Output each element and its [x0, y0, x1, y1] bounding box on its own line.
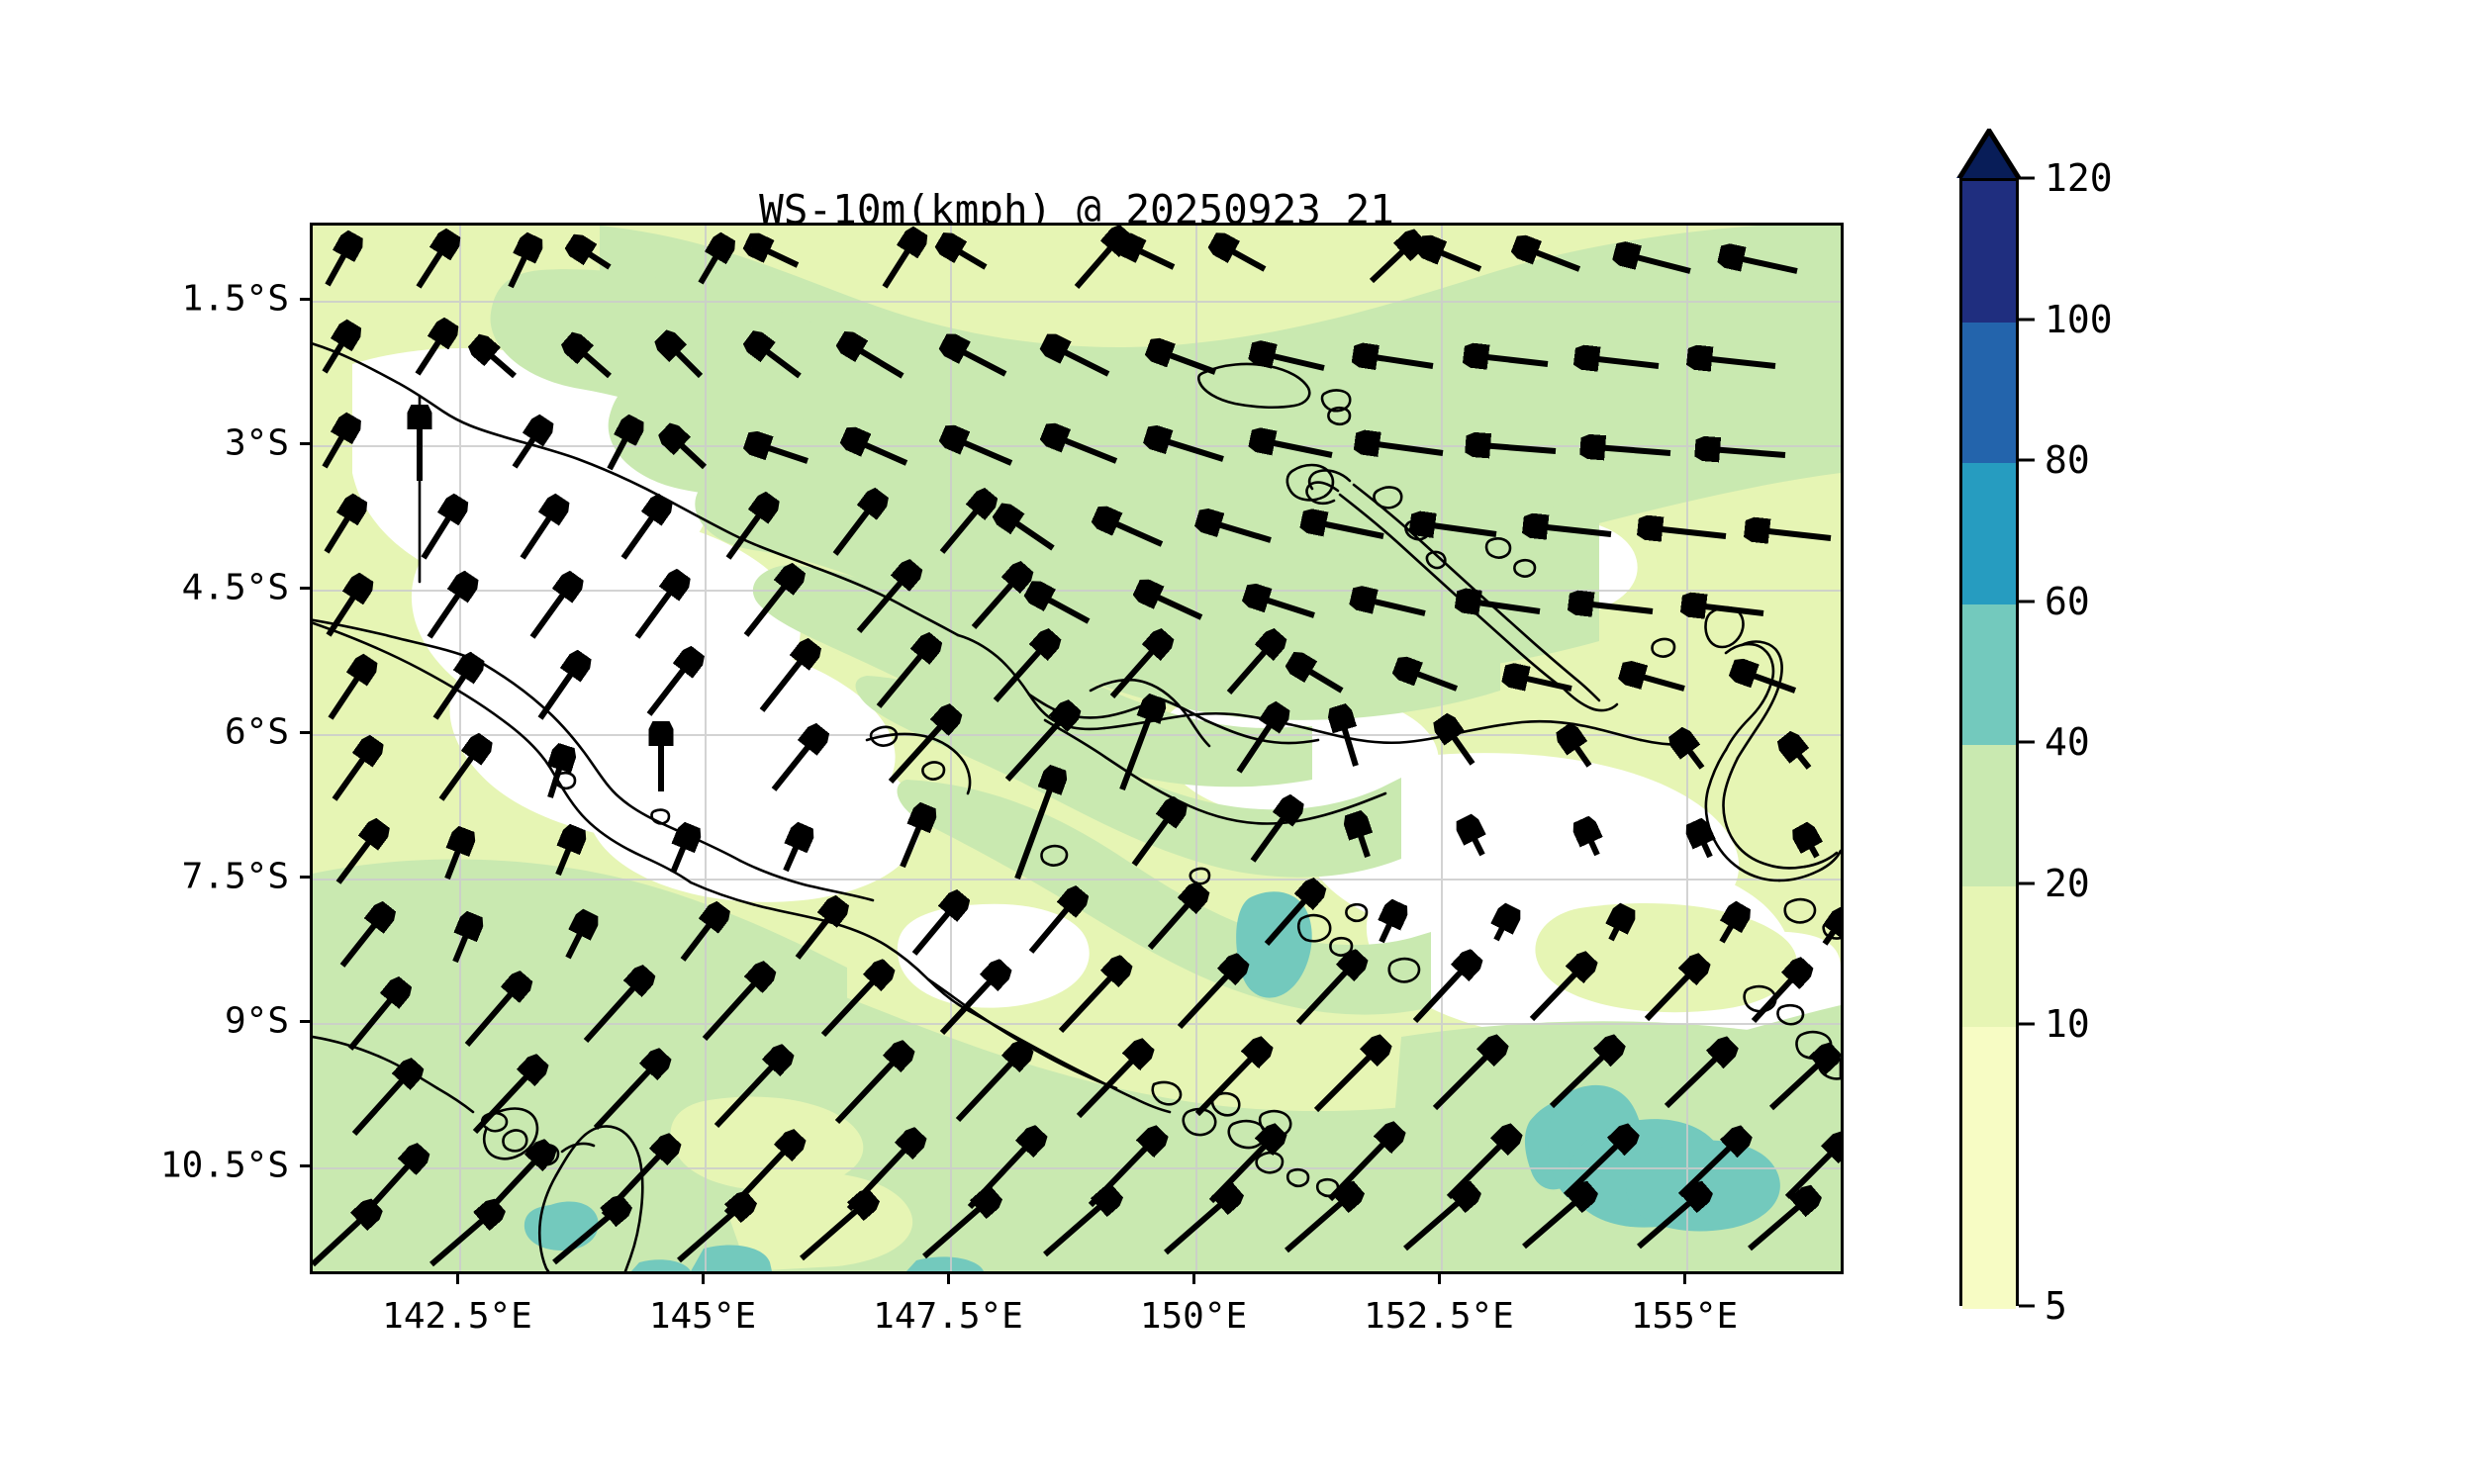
colorbar-extend-arrow	[1956, 131, 2022, 178]
ytick-label-6s: 6°S	[224, 711, 289, 753]
ytick-label-4-5s: 4.5°S	[181, 567, 289, 608]
xtick-mark	[1438, 1274, 1441, 1284]
map-plot-area	[313, 226, 1841, 1271]
xtick-mark	[456, 1274, 459, 1284]
colorbar-band-60-80	[1962, 463, 2016, 604]
colorbar-tick	[2019, 600, 2035, 603]
colorbar-tick	[2019, 1022, 2035, 1026]
colorbar-label-120: 120	[2045, 156, 2113, 200]
xtick-mark	[947, 1274, 950, 1284]
ytick-mark	[300, 731, 310, 734]
colorbar-tick	[2019, 740, 2035, 744]
colorbar-band-20-40	[1962, 745, 2016, 886]
colorbar[interactable]: 120 100 80 60 40 20 10 5	[1956, 129, 2113, 1328]
colorbar-band-40-60	[1962, 603, 2016, 745]
wind-speed-map	[313, 226, 1841, 1271]
colorbar-tick	[2019, 881, 2035, 884]
colorbar-tick	[2019, 458, 2035, 462]
colorbar-label-5: 5	[2045, 1284, 2067, 1328]
colorbar-label-20: 20	[2045, 861, 2090, 905]
wind-speed-shading	[313, 226, 1841, 1271]
ytick-mark	[300, 1020, 310, 1023]
colorbar-gradient	[1959, 178, 2019, 1309]
xtick-mark	[702, 1274, 705, 1284]
xtick-label-150: 150°E	[1139, 1296, 1248, 1337]
ytick-label-10-5s: 10.5°S	[159, 1145, 289, 1186]
wind-vector-arrows	[313, 241, 1841, 1267]
xtick-label-142-5: 142.5°E	[382, 1296, 532, 1337]
colorbar-label-40: 40	[2045, 720, 2090, 764]
colorbar-extend-arrow-outline	[1956, 129, 2022, 178]
colorbar-label-100: 100	[2045, 297, 2113, 341]
colorbar-tick	[2019, 176, 2035, 180]
colorbar-band-80-100	[1962, 322, 2016, 463]
xtick-mark	[1683, 1274, 1686, 1284]
map-axes[interactable]	[310, 223, 1844, 1274]
xtick-label-155: 155°E	[1630, 1296, 1739, 1337]
xtick-label-145: 145°E	[648, 1296, 757, 1337]
colorbar-tick	[2019, 1304, 2035, 1308]
xtick-label-152-5: 152.5°E	[1364, 1296, 1514, 1337]
ytick-label-3s: 3°S	[224, 422, 289, 464]
ytick-mark	[300, 876, 310, 879]
ytick-mark	[300, 298, 310, 301]
ytick-mark	[300, 442, 310, 445]
colorbar-band-10-20	[1962, 885, 2016, 1027]
colorbar-tick	[2019, 318, 2035, 321]
colorbar-band-5-10	[1962, 1027, 2016, 1309]
xtick-label-147-5: 147.5°E	[873, 1296, 1023, 1337]
ytick-label-1-5s: 1.5°S	[181, 278, 289, 320]
colorbar-label-80: 80	[2045, 438, 2090, 482]
ytick-label-9s: 9°S	[224, 1000, 289, 1042]
colorbar-label-10: 10	[2045, 1002, 2090, 1046]
ytick-mark	[300, 587, 310, 590]
colorbar-band-100-120	[1962, 181, 2016, 323]
ytick-label-7-5s: 7.5°S	[181, 856, 289, 897]
ytick-mark	[300, 1164, 310, 1167]
xtick-mark	[1192, 1274, 1195, 1284]
colorbar-label-60: 60	[2045, 579, 2090, 623]
